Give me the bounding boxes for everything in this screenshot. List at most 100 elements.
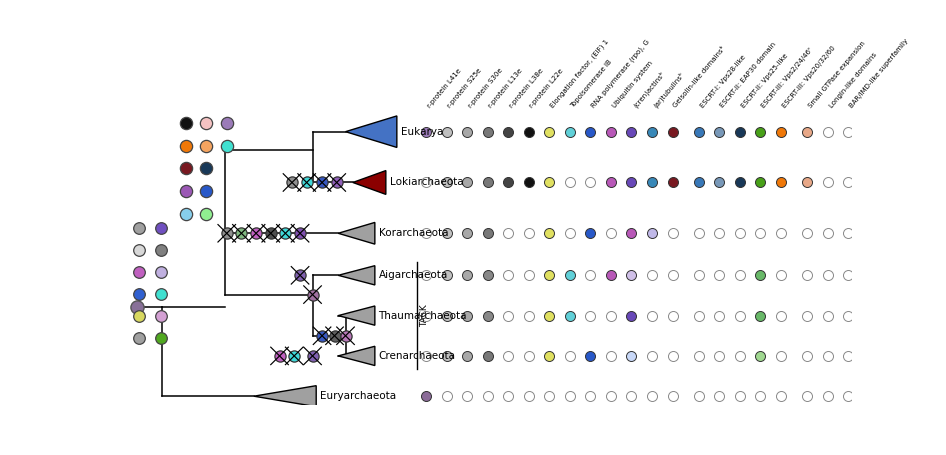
Polygon shape [339, 346, 375, 365]
Point [299, 179, 314, 186]
Point [820, 230, 835, 237]
Point [521, 393, 536, 400]
Point [665, 393, 680, 400]
Point [178, 119, 193, 126]
Point [314, 332, 329, 339]
Point [219, 230, 235, 237]
Text: Elongation factor, (EIF) 1: Elongation factor, (EIF) 1 [550, 38, 610, 109]
Text: Small GTPase expansion: Small GTPase expansion [808, 40, 867, 109]
Point [774, 179, 789, 186]
Point [481, 230, 496, 237]
Point [500, 352, 516, 359]
Point [481, 179, 496, 186]
Text: Korarchaeota: Korarchaeota [378, 228, 448, 238]
Point [153, 335, 168, 342]
Point [542, 128, 557, 135]
Point [439, 393, 454, 400]
Point [583, 179, 598, 186]
Point [692, 230, 707, 237]
Point [500, 272, 516, 279]
Point [460, 352, 475, 359]
Point [131, 247, 147, 254]
Text: r-protein L38e: r-protein L38e [508, 67, 545, 109]
Point [624, 230, 639, 237]
Point [562, 393, 577, 400]
Point [481, 393, 496, 400]
Point [199, 187, 214, 195]
Point [692, 272, 707, 279]
Text: Euryarchaeota: Euryarchaeota [320, 391, 396, 401]
Text: ESCRT-III: Vps2/24/46ᶜ: ESCRT-III: Vps2/24/46ᶜ [761, 46, 815, 109]
Point [562, 352, 577, 359]
Point [665, 312, 680, 319]
Point [460, 128, 475, 135]
Point [263, 230, 278, 237]
Point [153, 313, 168, 320]
Point [820, 393, 835, 400]
Point [439, 312, 454, 319]
Point [583, 312, 598, 319]
Point [624, 352, 639, 359]
Point [774, 230, 789, 237]
Polygon shape [345, 116, 397, 147]
Point [820, 128, 835, 135]
Point [521, 352, 536, 359]
Point [644, 272, 659, 279]
Point [774, 312, 789, 319]
Point [542, 179, 557, 186]
Text: Thaumarchaeota: Thaumarchaeota [378, 311, 467, 321]
Point [131, 224, 147, 232]
Point [712, 128, 727, 135]
Point [285, 179, 300, 186]
Point [732, 128, 747, 135]
Point [732, 272, 747, 279]
Point [460, 272, 475, 279]
Text: (cren)actinsᵇ: (cren)actinsᵇ [632, 70, 666, 109]
Text: r-protein S25e: r-protein S25e [447, 67, 483, 109]
Point [178, 165, 193, 172]
Point [542, 352, 557, 359]
Point [712, 393, 727, 400]
Point [418, 352, 433, 359]
Point [583, 393, 598, 400]
Point [418, 272, 433, 279]
Point [500, 393, 516, 400]
Point [418, 393, 433, 400]
Point [542, 393, 557, 400]
Text: r-protein L13e: r-protein L13e [488, 67, 524, 109]
Point [820, 312, 835, 319]
Point [329, 179, 344, 186]
Point [327, 332, 342, 339]
Point [712, 230, 727, 237]
Point [305, 352, 320, 359]
Point [604, 128, 619, 135]
Point [604, 352, 619, 359]
Point [624, 393, 639, 400]
Point [712, 272, 727, 279]
Text: ESCRT-II: EAP30 domain: ESCRT-II: EAP30 domain [720, 41, 778, 109]
Point [753, 312, 768, 319]
Point [131, 335, 147, 342]
Point [153, 268, 168, 276]
Point [521, 179, 536, 186]
Point [665, 272, 680, 279]
Text: Ubiquitin system: Ubiquitin system [611, 60, 654, 109]
Point [418, 128, 433, 135]
Polygon shape [339, 266, 375, 285]
Point [774, 128, 789, 135]
Point [481, 312, 496, 319]
Point [644, 393, 659, 400]
Point [234, 230, 249, 237]
Point [500, 230, 516, 237]
Text: ESCRT-I: Vps28-like: ESCRT-I: Vps28-like [699, 54, 746, 109]
Point [542, 272, 557, 279]
Point [732, 179, 747, 186]
Point [562, 272, 577, 279]
Point [562, 312, 577, 319]
Point [272, 352, 288, 359]
Point [604, 393, 619, 400]
Point [665, 230, 680, 237]
Point [583, 272, 598, 279]
Point [562, 179, 577, 186]
Text: TACK: TACK [420, 304, 429, 327]
